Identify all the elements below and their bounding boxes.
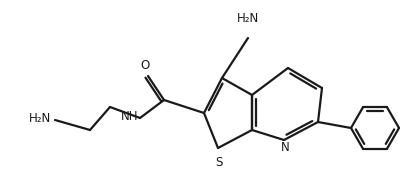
Text: H₂N: H₂N bbox=[237, 11, 259, 25]
Text: O: O bbox=[140, 59, 150, 72]
Text: NH: NH bbox=[121, 110, 138, 124]
Text: H₂N: H₂N bbox=[29, 112, 51, 126]
Text: N: N bbox=[281, 141, 289, 154]
Text: S: S bbox=[215, 156, 223, 169]
